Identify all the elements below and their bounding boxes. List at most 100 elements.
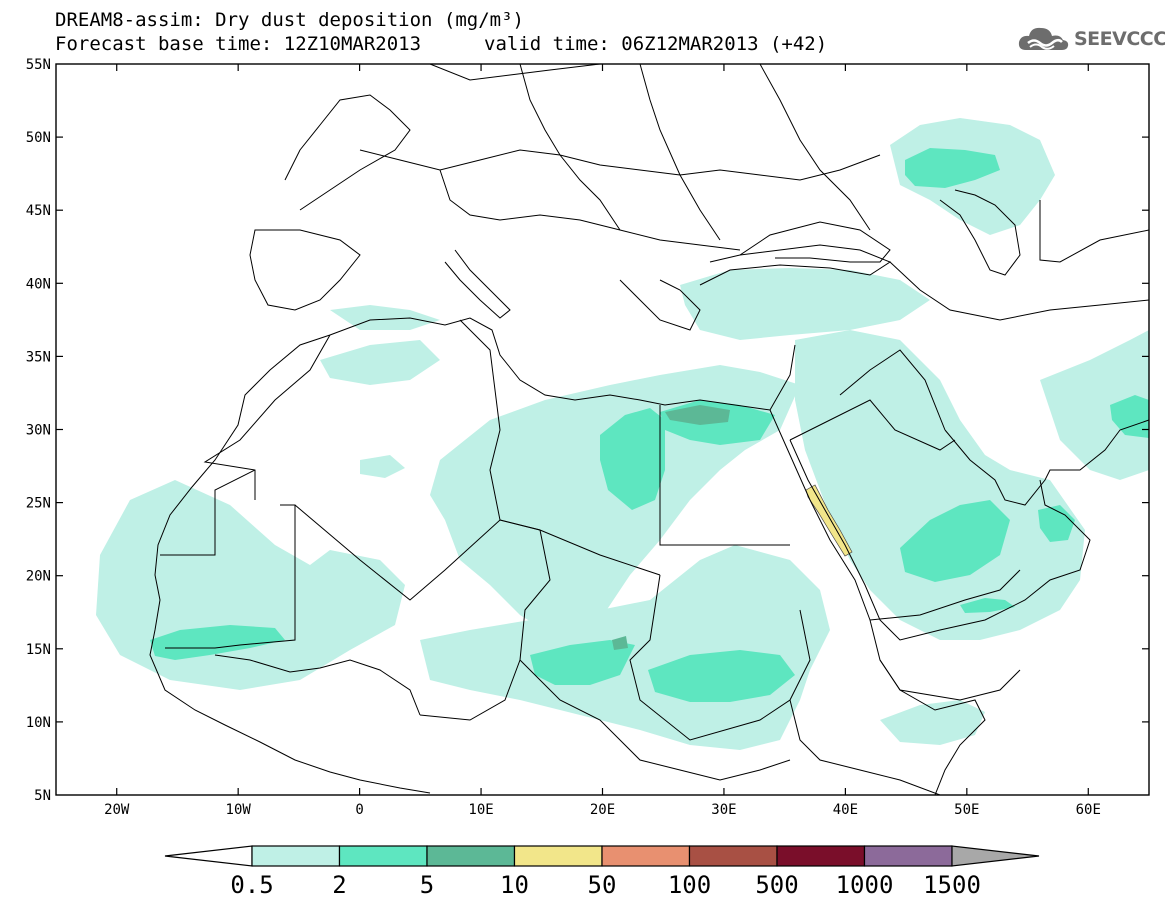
map-title: DREAM8-assim: Dry dust deposition (mg/m³… bbox=[55, 9, 524, 31]
forecast-base-time: Forecast base time: 12Z10MAR2013 bbox=[55, 33, 422, 55]
colorbar-box bbox=[688, 845, 778, 867]
dust-core-arabia bbox=[900, 500, 1010, 582]
y-tick-label: 5N bbox=[34, 788, 51, 804]
border-europe-4 bbox=[639, 64, 721, 241]
dust-deposition-field bbox=[96, 118, 1149, 750]
colorbar-box bbox=[863, 845, 953, 867]
x-tick-label: 60E bbox=[1076, 802, 1101, 818]
y-tick-label: 25N bbox=[26, 496, 51, 512]
colorbar-over-arrow bbox=[951, 845, 1040, 867]
colorbar-label: 1000 bbox=[836, 871, 894, 899]
dust-high-egypt bbox=[665, 405, 730, 425]
colorbar-label: 10 bbox=[500, 871, 529, 899]
x-tick-label: 20W bbox=[104, 802, 130, 818]
longitude-axis: 20W 10W 0 10E 20E 30E 40E 50E 60E bbox=[104, 64, 1101, 818]
x-tick-label: 50E bbox=[954, 802, 979, 818]
dust-region-arabia bbox=[795, 330, 1085, 640]
colorbar-box bbox=[251, 845, 341, 867]
border-east-africa bbox=[789, 699, 941, 795]
dust-region-sahara-spot bbox=[360, 455, 405, 478]
border-iraq-iran bbox=[839, 349, 946, 431]
dust-core-sudan bbox=[648, 650, 795, 702]
border-chad-sudan bbox=[629, 574, 811, 741]
dust-core-iran bbox=[1110, 395, 1149, 438]
dust-region-south-mediterranean bbox=[320, 340, 440, 385]
border-morocco-algeria bbox=[203, 334, 331, 500]
coastline-gulf bbox=[944, 419, 1149, 506]
coastline-caspian bbox=[939, 189, 1021, 276]
logo-text: SEEVCCC bbox=[1074, 28, 1165, 50]
border-arabia-yemen bbox=[869, 569, 1021, 621]
dust-core-chad bbox=[530, 640, 635, 685]
y-tick-label: 35N bbox=[26, 349, 51, 365]
x-tick-label: 40E bbox=[833, 802, 858, 818]
colorbar-label: 100 bbox=[668, 871, 711, 899]
coastline-baltic bbox=[429, 64, 601, 81]
border-europe-5 bbox=[759, 64, 871, 231]
colorbar-label: 500 bbox=[755, 871, 798, 899]
x-tick-label: 30E bbox=[711, 802, 736, 818]
border-europe-3 bbox=[519, 64, 621, 231]
x-tick-label: 10E bbox=[468, 802, 493, 818]
dust-high-chad bbox=[612, 636, 628, 650]
coastline-africa-west bbox=[149, 334, 431, 794]
colorbar-box bbox=[426, 845, 516, 867]
valid-time: valid time: 06Z12MAR2013 (+42) bbox=[484, 33, 828, 55]
dust-core-kazakh bbox=[905, 148, 1000, 188]
latitude-axis: 55N 50N 45N 40N 35N 30N 25N 20N 15N 10N 5N bbox=[26, 57, 1149, 804]
dust-region-mediterranean bbox=[680, 268, 930, 340]
dust-core-senegal bbox=[150, 625, 285, 660]
border-europe-2 bbox=[439, 169, 741, 251]
y-tick-label: 50N bbox=[26, 130, 51, 146]
y-tick-label: 10N bbox=[26, 715, 51, 731]
colorbar: 0.5 2 5 10 50 100 500 1000 1500 bbox=[164, 845, 1040, 899]
dust-core-gulf bbox=[1038, 505, 1075, 542]
colorbar-box bbox=[776, 845, 866, 867]
cloud-logo-icon bbox=[1018, 27, 1069, 50]
dust-max-red-sea bbox=[805, 484, 853, 557]
border-europe-1 bbox=[359, 149, 881, 181]
coastlines-borders bbox=[149, 64, 1149, 795]
y-tick-label: 40N bbox=[26, 276, 51, 292]
coastline-france-uk bbox=[284, 94, 411, 211]
dust-region-sahel-west bbox=[96, 480, 405, 690]
y-tick-label: 15N bbox=[26, 642, 51, 658]
coastline-north-africa bbox=[329, 317, 796, 411]
dust-core-egypt-libya bbox=[600, 408, 665, 510]
y-tick-label: 45N bbox=[26, 203, 51, 219]
coastline-iberia bbox=[249, 229, 361, 311]
colorbar-box bbox=[513, 845, 603, 867]
border-west-sahara bbox=[160, 469, 256, 556]
border-egypt-libya bbox=[659, 405, 790, 546]
border-horn bbox=[879, 659, 1021, 701]
seevccc-logo: SEEVCCC bbox=[1018, 24, 1165, 54]
dust-region-north-africa-coast bbox=[330, 305, 440, 330]
y-tick-label: 55N bbox=[26, 57, 51, 73]
border-central-africa bbox=[519, 659, 791, 781]
coastline-black-sea bbox=[739, 221, 891, 263]
dust-region-iran bbox=[1040, 330, 1149, 480]
x-tick-label: 0 bbox=[355, 802, 363, 818]
colorbar-label: 0.5 bbox=[230, 871, 273, 899]
coastline-red-sea-east bbox=[789, 439, 1091, 641]
colorbar-under-arrow bbox=[164, 845, 253, 867]
border-libya bbox=[459, 319, 661, 576]
border-saudi bbox=[789, 399, 956, 451]
y-tick-label: 30N bbox=[26, 423, 51, 439]
x-tick-label: 20E bbox=[590, 802, 615, 818]
border-iran-turkey bbox=[889, 261, 1149, 321]
colorbar-box bbox=[338, 845, 428, 867]
colorbar-label: 5 bbox=[420, 871, 434, 899]
coastline-greece bbox=[619, 279, 701, 331]
colorbar-label: 1500 bbox=[923, 871, 981, 899]
border-nigeria bbox=[214, 654, 421, 716]
dust-core-yemen-spot bbox=[960, 598, 1015, 613]
colorbar-label: 50 bbox=[588, 871, 617, 899]
colorbar-label: 2 bbox=[332, 871, 346, 899]
dust-region-ethiopia bbox=[880, 700, 985, 745]
y-tick-label: 20N bbox=[26, 569, 51, 585]
colorbar-box bbox=[601, 845, 691, 867]
coastline-italy bbox=[444, 249, 511, 319]
x-tick-label: 10W bbox=[226, 802, 252, 818]
